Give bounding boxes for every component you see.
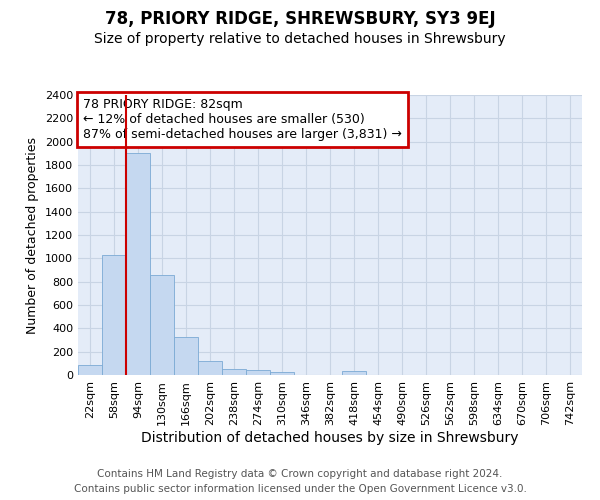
Bar	[78, 364, 102, 375]
Bar	[174, 337, 198, 375]
X-axis label: Distribution of detached houses by size in Shrewsbury: Distribution of detached houses by size …	[141, 430, 519, 444]
Bar	[342, 371, 366, 375]
Bar	[150, 274, 174, 375]
Text: 78, PRIORY RIDGE, SHREWSBURY, SY3 9EJ: 78, PRIORY RIDGE, SHREWSBURY, SY3 9EJ	[104, 10, 496, 28]
Text: Contains public sector information licensed under the Open Government Licence v3: Contains public sector information licen…	[74, 484, 526, 494]
Text: Contains HM Land Registry data © Crown copyright and database right 2024.: Contains HM Land Registry data © Crown c…	[97, 469, 503, 479]
Text: Size of property relative to detached houses in Shrewsbury: Size of property relative to detached ho…	[94, 32, 506, 46]
Bar	[246, 370, 270, 375]
Bar	[102, 255, 126, 375]
Bar	[270, 372, 294, 375]
Y-axis label: Number of detached properties: Number of detached properties	[26, 136, 40, 334]
Bar	[222, 369, 246, 375]
Text: 78 PRIORY RIDGE: 82sqm
← 12% of detached houses are smaller (530)
87% of semi-de: 78 PRIORY RIDGE: 82sqm ← 12% of detached…	[83, 98, 402, 141]
Bar	[198, 361, 222, 375]
Bar	[126, 154, 150, 375]
